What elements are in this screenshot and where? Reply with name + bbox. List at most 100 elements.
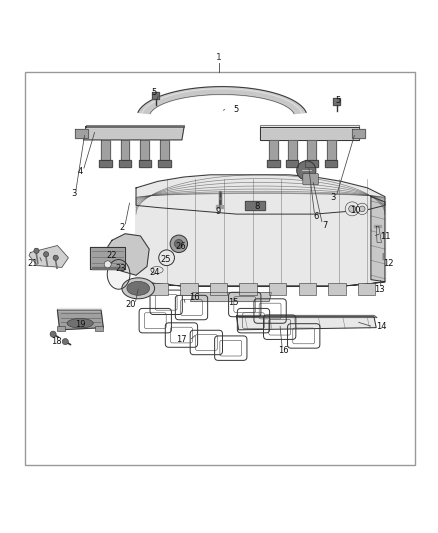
Polygon shape [210,212,237,286]
Text: 23: 23 [116,264,127,273]
Polygon shape [325,159,337,167]
Bar [210,282,227,295]
Ellipse shape [127,281,150,295]
Text: 5: 5 [233,105,238,114]
Text: 16: 16 [189,294,199,302]
Text: 24: 24 [149,268,160,277]
Circle shape [357,203,368,215]
Polygon shape [341,181,367,286]
Text: 21: 21 [27,259,38,268]
Circle shape [104,261,111,268]
Polygon shape [327,140,336,159]
Text: 18: 18 [51,337,62,346]
Text: 5: 5 [335,96,340,105]
Text: 19: 19 [75,320,86,329]
Bar [328,282,346,295]
Polygon shape [237,214,263,286]
Text: 9: 9 [215,207,221,216]
Polygon shape [136,175,385,214]
Polygon shape [210,175,237,286]
Text: 12: 12 [383,259,393,268]
Polygon shape [315,177,341,286]
Ellipse shape [67,318,93,328]
Polygon shape [57,310,103,330]
Bar [57,326,65,331]
Text: 22: 22 [106,251,117,260]
Text: 8: 8 [255,202,260,211]
Text: 26: 26 [176,242,186,251]
Text: 25: 25 [160,255,171,264]
Text: 4: 4 [78,167,83,176]
Polygon shape [136,205,158,284]
Bar [95,326,103,331]
Polygon shape [191,293,272,302]
Polygon shape [184,210,210,286]
Polygon shape [333,98,340,105]
Text: 17: 17 [176,335,186,344]
Text: 20: 20 [126,300,136,309]
Polygon shape [158,159,170,167]
Circle shape [50,331,56,337]
Polygon shape [237,316,377,318]
Polygon shape [136,175,385,286]
Text: 2: 2 [120,223,125,232]
Polygon shape [288,140,297,159]
Polygon shape [119,159,131,167]
Polygon shape [139,159,151,167]
Polygon shape [92,266,123,269]
Text: 3: 3 [331,193,336,202]
Polygon shape [374,224,381,227]
Circle shape [345,202,359,216]
Polygon shape [184,175,210,286]
Bar [180,282,198,295]
Polygon shape [75,129,88,138]
Bar [25,72,416,465]
Polygon shape [367,188,385,284]
Text: 7: 7 [322,221,327,230]
Polygon shape [136,181,158,284]
Text: 6: 6 [313,212,318,221]
Polygon shape [341,210,367,286]
Text: 5: 5 [152,88,157,97]
Bar [269,282,286,295]
Polygon shape [237,317,376,330]
Polygon shape [263,175,289,286]
Polygon shape [121,140,130,159]
Polygon shape [158,207,184,286]
Circle shape [43,252,49,257]
Polygon shape [315,212,341,286]
Polygon shape [84,127,184,140]
Polygon shape [305,159,318,167]
Polygon shape [99,159,112,167]
Polygon shape [90,247,125,269]
Polygon shape [108,234,149,275]
Polygon shape [269,140,278,159]
Circle shape [297,161,316,180]
Bar [239,282,257,295]
Polygon shape [376,227,381,243]
Text: 16: 16 [278,346,289,355]
FancyBboxPatch shape [303,174,318,185]
Text: 15: 15 [228,298,238,307]
Bar [299,282,316,295]
Polygon shape [352,129,365,138]
Polygon shape [29,246,68,268]
Text: 13: 13 [374,285,385,294]
Polygon shape [152,92,159,99]
Polygon shape [138,87,306,114]
Polygon shape [160,140,169,159]
Circle shape [159,250,174,265]
Polygon shape [367,205,385,284]
Text: 14: 14 [376,322,387,331]
Polygon shape [289,214,315,286]
Text: 3: 3 [71,189,77,198]
Polygon shape [237,175,263,286]
Circle shape [170,235,187,253]
Polygon shape [261,127,359,140]
Polygon shape [263,214,289,286]
Polygon shape [216,205,223,208]
Circle shape [174,239,183,248]
Circle shape [53,255,58,261]
Circle shape [62,338,68,345]
Circle shape [349,205,356,212]
